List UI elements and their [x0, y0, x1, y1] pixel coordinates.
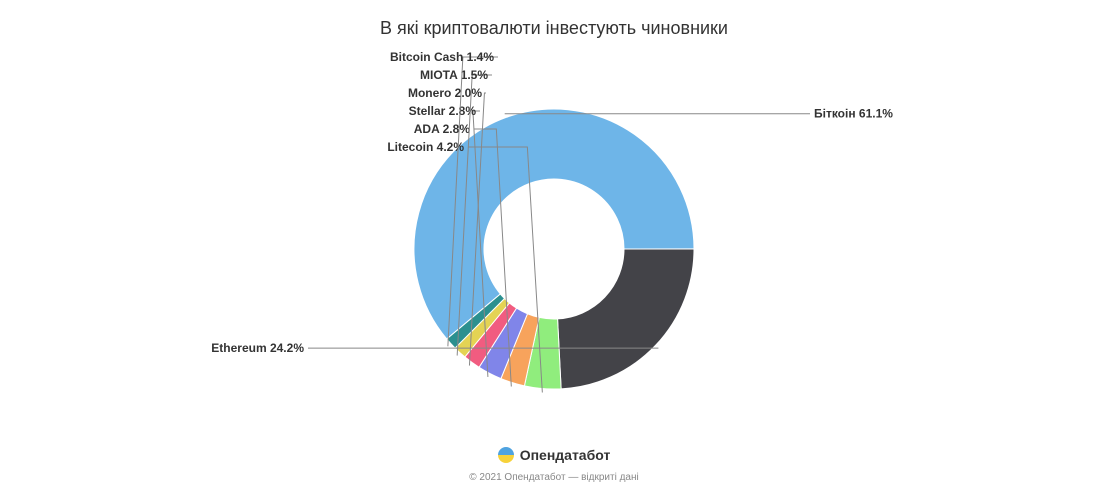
slice-label-біткоін: Біткоін 61.1% [814, 107, 893, 121]
donut-svg: Біткоін 61.1% Ethereum 24.2% Litecoin 4.2%… [0, 39, 1108, 439]
slice-label-bitcoin-cash: Bitcoin Cash 1.4% [390, 50, 494, 64]
donut-chart: Біткоін 61.1% Ethereum 24.2% Litecoin 4.2%… [0, 39, 1108, 439]
copyright: © 2021 Опендатабот — відкриті дані [0, 472, 1108, 483]
slice-label-ethereum: Ethereum 24.2% [211, 341, 304, 355]
slice-label-stellar: Stellar 2.8% [409, 104, 477, 118]
footer: Опендатабот © 2021 Опендатабот — відкрит… [0, 447, 1108, 483]
slice-label-ada: ADA 2.8% [414, 122, 471, 136]
slice-ethereum [558, 249, 694, 389]
brand: Опендатабот [498, 447, 611, 463]
brand-icon [498, 447, 514, 463]
chart-title: В які криптовалюти інвестують чиновники [0, 0, 1108, 39]
slice-label-litecoin: Litecoin 4.2% [387, 140, 464, 154]
slice-label-miota: MIOTA 1.5% [420, 68, 488, 82]
brand-name: Опендатабот [520, 447, 611, 463]
